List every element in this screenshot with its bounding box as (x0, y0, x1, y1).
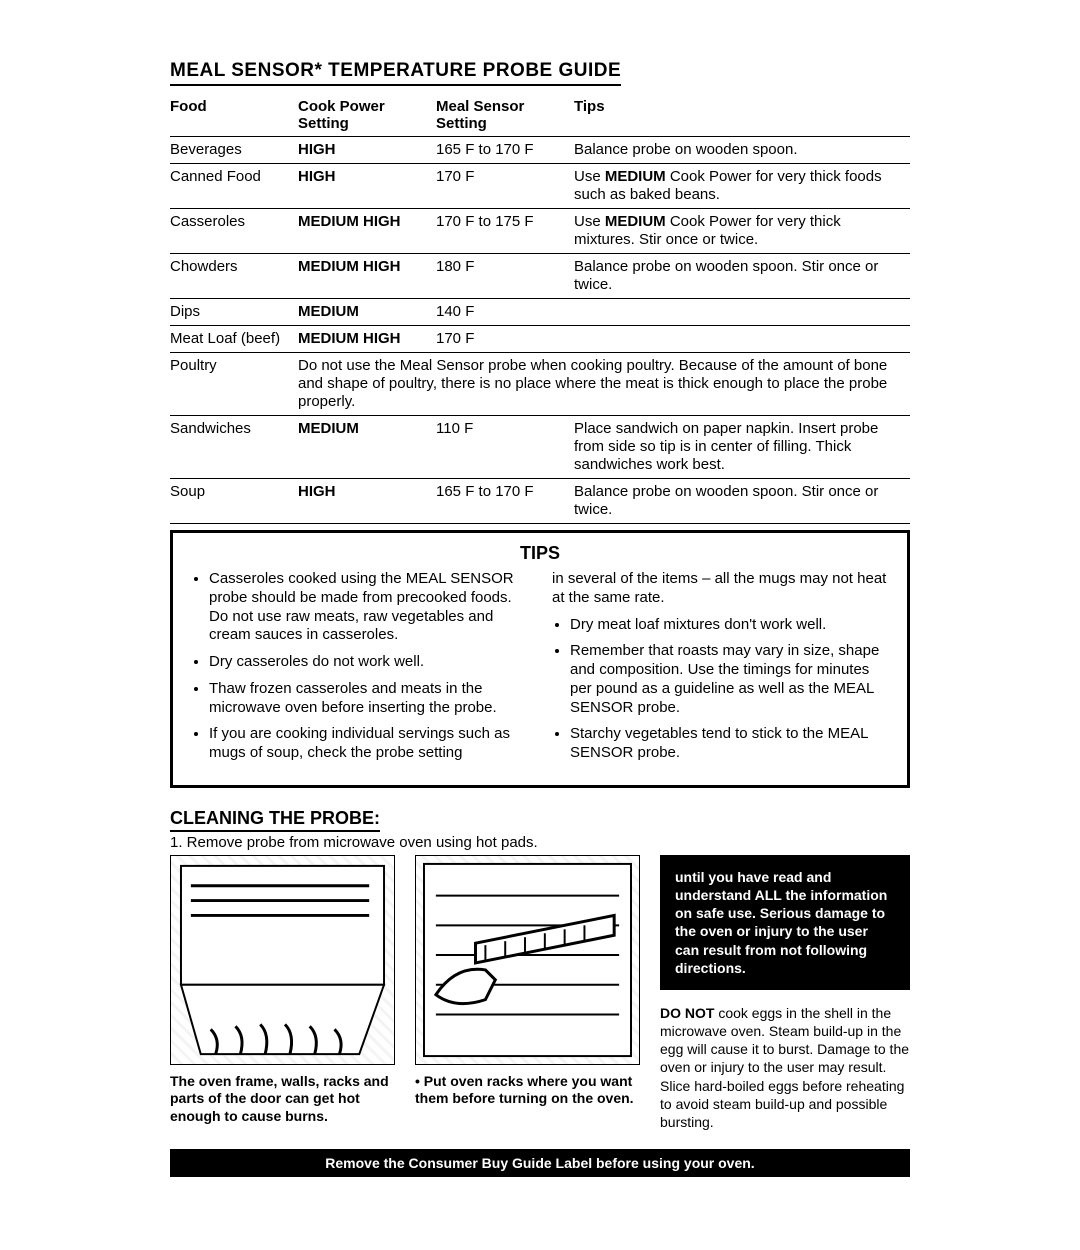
cell-sensor: 165 F to 170 F (436, 479, 574, 524)
probe-guide-table: Food Cook Power Setting Meal Sensor Sett… (170, 94, 910, 524)
th-food: Food (170, 94, 298, 137)
cell-power: HIGH (298, 137, 436, 164)
cell-power: MEDIUM HIGH (298, 209, 436, 254)
section-title: MEAL SENSOR* TEMPERATURE PROBE GUIDE (170, 60, 621, 86)
cleaning-step-1: 1. Remove probe from microwave oven usin… (170, 834, 910, 851)
tip-item: Thaw frozen casseroles and meats in the … (209, 680, 528, 718)
cell-food: Poultry (170, 353, 298, 416)
oven-racks-illustration (415, 855, 640, 1065)
table-row: CasserolesMEDIUM HIGH170 F to 175 FUse M… (170, 209, 910, 254)
cell-tip: Use MEDIUM Cook Power for very thick foo… (574, 164, 910, 209)
page: MEAL SENSOR* TEMPERATURE PROBE GUIDE Foo… (0, 0, 1080, 1250)
tip-item: Casseroles cooked using the MEAL SENSOR … (209, 570, 528, 645)
cell-food: Chowders (170, 254, 298, 299)
tip-item: Dry casseroles do not work well. (209, 653, 528, 672)
cell-food: Soup (170, 479, 298, 524)
tips-right-col: in several of the items – all the mugs m… (552, 570, 889, 771)
tip-item: Dry meat loaf mixtures don't work well. (570, 616, 889, 635)
tip-item: Remember that roasts may vary in size, s… (570, 642, 889, 717)
tips-columns: Casseroles cooked using the MEAL SENSOR … (191, 570, 889, 771)
cell-sensor: 110 F (436, 416, 574, 479)
warning-box: until you have read and understand ALL t… (660, 855, 910, 990)
cell-sensor: 165 F to 170 F (436, 137, 574, 164)
cell-food: Beverages (170, 137, 298, 164)
tips-box: TIPS Casseroles cooked using the MEAL SE… (170, 530, 910, 788)
table-row: PoultryDo not use the Meal Sensor probe … (170, 353, 910, 416)
cell-sensor: 170 F (436, 326, 574, 353)
cell-power: MEDIUM (298, 416, 436, 479)
footer-bar: Remove the Consumer Buy Guide Label befo… (170, 1149, 910, 1177)
right-warning-column: until you have read and understand ALL t… (660, 855, 910, 1131)
illustration-middle: • Put oven racks where you want them bef… (415, 855, 640, 1131)
cell-sensor: 170 F to 175 F (436, 209, 574, 254)
cell-sensor: 170 F (436, 164, 574, 209)
cell-food: Casseroles (170, 209, 298, 254)
table-row: DipsMEDIUM140 F (170, 299, 910, 326)
cell-tip: Balance probe on wooden spoon. (574, 137, 910, 164)
cell-sensor: 180 F (436, 254, 574, 299)
th-power: Cook Power Setting (298, 94, 436, 137)
caption-left: The oven frame, walls, racks and parts o… (170, 1073, 395, 1126)
table-row: SandwichesMEDIUM110 FPlace sandwich on p… (170, 416, 910, 479)
cell-tip: Balance probe on wooden spoon. Stir once… (574, 254, 910, 299)
table-row: Meat Loaf (beef)MEDIUM HIGH170 F (170, 326, 910, 353)
cell-full: Do not use the Meal Sensor probe when co… (298, 353, 910, 416)
cell-food: Canned Food (170, 164, 298, 209)
cell-power: MEDIUM HIGH (298, 254, 436, 299)
cell-power: MEDIUM HIGH (298, 326, 436, 353)
illustration-left: The oven frame, walls, racks and parts o… (170, 855, 395, 1131)
cell-tip (574, 299, 910, 326)
caption-mid: • Put oven racks where you want them bef… (415, 1073, 640, 1108)
cell-food: Dips (170, 299, 298, 326)
cell-sensor: 140 F (436, 299, 574, 326)
th-tips: Tips (574, 94, 910, 137)
cell-power: HIGH (298, 164, 436, 209)
cell-power: MEDIUM (298, 299, 436, 326)
cell-food: Meat Loaf (beef) (170, 326, 298, 353)
th-sensor: Meal Sensor Setting (436, 94, 574, 137)
tip-continuation: in several of the items – all the mugs m… (552, 570, 889, 608)
table-row: BeveragesHIGH165 F to 170 FBalance probe… (170, 137, 910, 164)
tips-left-col: Casseroles cooked using the MEAL SENSOR … (191, 570, 528, 771)
do-not-eggs: DO NOT cook eggs in the shell in the mic… (660, 1004, 910, 1131)
tip-item: If you are cooking individual servings s… (209, 725, 528, 763)
cleaning-title: CLEANING THE PROBE: (170, 808, 380, 832)
table-header-row: Food Cook Power Setting Meal Sensor Sett… (170, 94, 910, 137)
cell-power: HIGH (298, 479, 436, 524)
tips-title: TIPS (191, 543, 889, 564)
table-row: Canned FoodHIGH170 FUse MEDIUM Cook Powe… (170, 164, 910, 209)
oven-door-illustration (170, 855, 395, 1065)
cell-food: Sandwiches (170, 416, 298, 479)
table-row: SoupHIGH165 F to 170 FBalance probe on w… (170, 479, 910, 524)
cell-tip: Place sandwich on paper napkin. Insert p… (574, 416, 910, 479)
cell-tip: Use MEDIUM Cook Power for very thick mix… (574, 209, 910, 254)
tip-item: Starchy vegetables tend to stick to the … (570, 725, 889, 763)
table-row: ChowdersMEDIUM HIGH180 FBalance probe on… (170, 254, 910, 299)
bottom-row: The oven frame, walls, racks and parts o… (170, 855, 910, 1131)
cell-tip: Balance probe on wooden spoon. Stir once… (574, 479, 910, 524)
cell-tip (574, 326, 910, 353)
